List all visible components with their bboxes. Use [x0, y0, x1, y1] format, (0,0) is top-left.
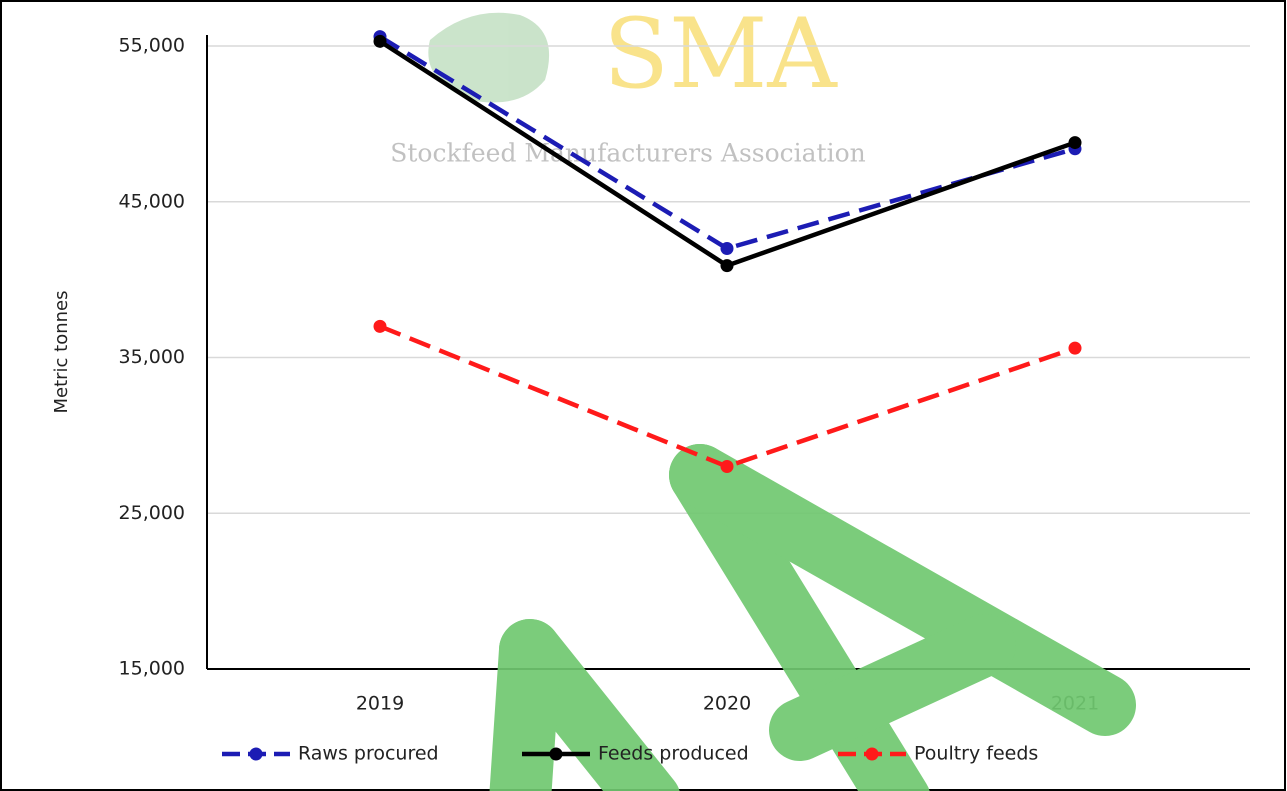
data-point — [721, 460, 734, 473]
watermark-stroke — [520, 650, 530, 791]
data-point — [721, 259, 734, 272]
legend-marker — [550, 748, 563, 761]
x-tick-label: 2020 — [703, 693, 751, 715]
legend-marker — [250, 748, 263, 761]
data-point — [721, 242, 734, 255]
data-point — [1069, 342, 1082, 355]
x-tick-label: 2019 — [356, 693, 404, 715]
data-point — [374, 35, 387, 48]
legend-marker — [866, 748, 879, 761]
legend-label: Raws procured — [298, 743, 439, 765]
y-tick-label: 45,000 — [119, 190, 185, 212]
y-tick-label: 25,000 — [119, 502, 185, 524]
y-tick-label: 35,000 — [119, 346, 185, 368]
legend-label: Feeds produced — [598, 743, 749, 765]
logo-caption: Stockfeed Manufacturers Association — [390, 139, 866, 168]
y-axis-title: Metric tonnes — [51, 290, 72, 413]
logo-text: SMA — [603, 0, 838, 110]
legend-label: Poultry feeds — [914, 743, 1038, 765]
y-tick-label: 55,000 — [119, 35, 185, 57]
data-point — [1069, 136, 1082, 149]
y-tick-label: 15,000 — [119, 658, 185, 680]
data-point — [374, 320, 387, 333]
chart: SMA Stockfeed Manufacturers Association … — [0, 0, 1287, 791]
watermark-logo: SMA Stockfeed Manufacturers Association — [390, 0, 866, 168]
